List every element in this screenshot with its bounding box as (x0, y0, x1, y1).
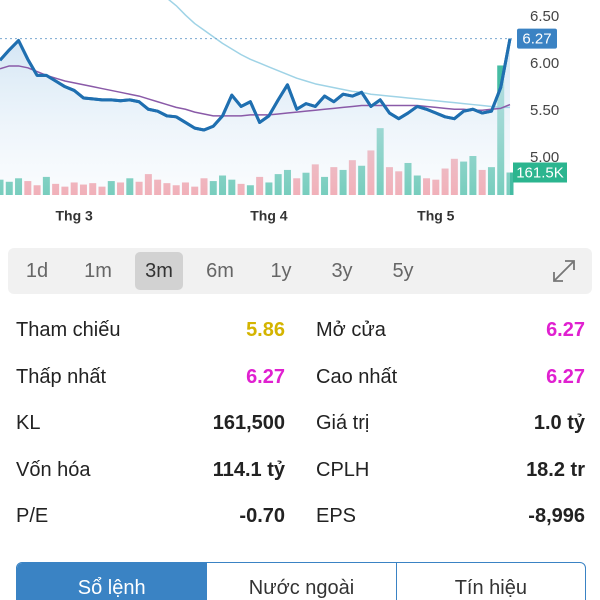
series-line (0, 38, 512, 132)
price-tag: 6.27 (522, 31, 551, 48)
y-tick-label: 5.00 (530, 149, 559, 166)
tab-button[interactable]: Nước ngoài (206, 563, 395, 600)
expand-icon[interactable] (551, 258, 577, 284)
stat-value: 6.27 (546, 319, 585, 341)
stat-label: Tham chiếu (16, 319, 121, 341)
stat-label: KL (16, 412, 41, 434)
stat-value: 18.2 tr (526, 458, 585, 481)
stat-value: -0.70 (239, 505, 285, 527)
stat-label: EPS (316, 505, 357, 527)
period-button[interactable]: 1m (84, 260, 112, 282)
price-tag-bg (517, 28, 557, 49)
stat-label: Mở cửa (316, 319, 386, 341)
x-tick-label: Thg 4 (250, 208, 288, 224)
stat-label: P/E (16, 505, 49, 527)
period-button[interactable]: 3m (135, 252, 183, 290)
price-area (0, 38, 510, 196)
stat-value: 5.86 (246, 319, 285, 341)
stat-label: Thấp nhất (16, 365, 107, 388)
y-tick-label: 5.50 (530, 102, 559, 119)
stat-value: 1.0 tỷ (533, 412, 585, 434)
series-line (168, 0, 510, 109)
stat-label: CPLH (316, 458, 370, 481)
stat-value: -8,996 (528, 505, 585, 527)
x-tick-label: Thg 5 (417, 208, 455, 224)
period-button[interactable]: 3y (331, 260, 353, 282)
volume-tag-bg (513, 162, 567, 183)
stat-label: Vốn hóa (16, 458, 91, 481)
price-chart: 5.00 5.50 6.00 6.50 Thg 3 Thg 4 Thg 5 6.27 161.5… (0, 0, 567, 224)
y-tick-label: 6.00 (530, 55, 559, 72)
stat-value: 6.27 (246, 365, 285, 388)
stat-value: 161,500 (212, 412, 285, 434)
stat-label: Cao nhất (316, 365, 398, 388)
period-button[interactable]: 1d (25, 260, 49, 282)
tab-bar: Sổ lệnh Nước ngoài Tín hiệu (16, 562, 586, 600)
stat-label: Giá trị (316, 412, 370, 434)
plot-area (0, 0, 514, 196)
period-selector: 1d 1m 3m 6m 1y 3y 5y (8, 248, 592, 294)
stat-value: 6.27 (546, 365, 585, 388)
period-button[interactable]: 5y (392, 260, 414, 282)
stat-value: 114.1 tỷ (212, 458, 285, 481)
volume-tag: 161.5K (516, 164, 564, 181)
period-button[interactable]: 6m (206, 260, 234, 282)
tab-button[interactable]: Tín hiệu (395, 563, 585, 600)
y-tick-label: 6.50 (530, 8, 559, 25)
period-button[interactable]: 1y (270, 260, 292, 282)
tab-button[interactable]: Sổ lệnh (17, 563, 207, 600)
x-tick-label: Thg 3 (56, 208, 94, 224)
